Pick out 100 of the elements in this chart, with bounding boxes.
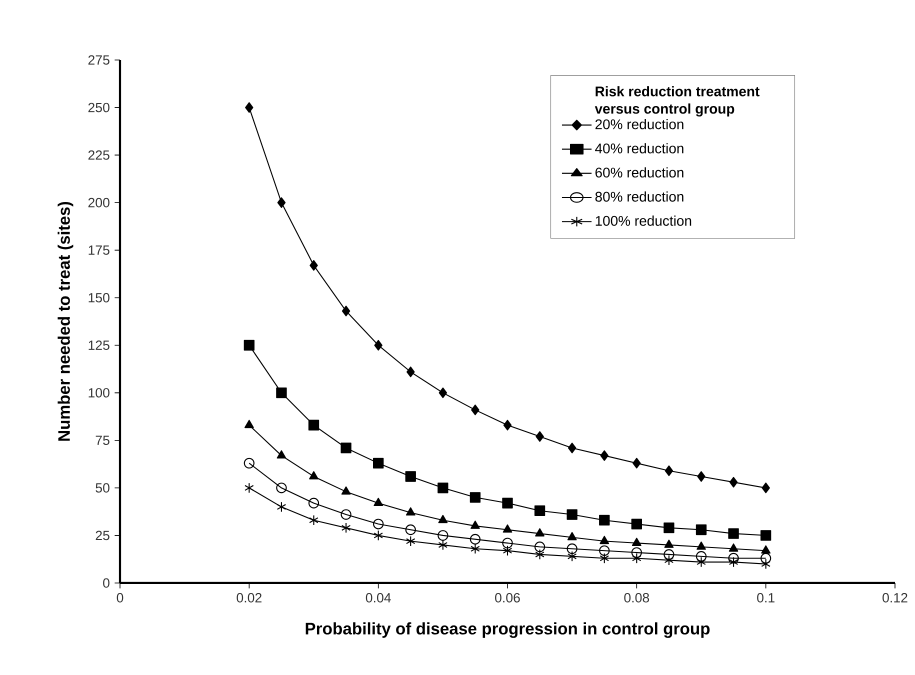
x-tick-label: 0.12 [882,593,908,602]
point [406,507,416,516]
point [276,482,287,494]
y-tick-label: 250 [88,102,110,112]
y-tick-label: 100 [88,388,110,398]
point [535,549,544,560]
point [438,530,448,541]
point [341,522,351,534]
point [536,431,544,442]
point [245,102,254,113]
point [309,471,318,480]
point [470,543,480,554]
point [277,197,286,208]
point [729,476,738,488]
point [342,306,350,316]
x-tick-label: 0.04 [366,593,391,602]
point [340,442,352,454]
point [760,552,772,564]
point [374,530,384,541]
point [340,509,352,520]
point [244,340,255,351]
point [696,551,707,562]
point [438,387,448,398]
point [664,522,674,534]
x-tick-label: 0.1 [757,593,774,602]
point [503,420,512,430]
point [438,540,448,550]
x-axis-title: Probability of disease progression in control group [306,622,710,638]
point [567,551,577,562]
point [566,543,578,554]
point [374,498,384,506]
point [244,420,254,428]
y-tick-label: 25 [96,530,110,540]
point [470,520,480,529]
point [438,482,448,494]
point [631,547,642,558]
point [568,442,576,454]
point [406,366,415,378]
point [697,471,706,482]
point [310,260,318,271]
y-tick-label: 225 [88,150,110,160]
point [438,514,448,524]
point [664,554,674,566]
point [632,552,642,564]
y-tick-label: 275 [88,55,110,65]
point [600,450,609,461]
point [276,387,287,398]
point [471,404,480,416]
point [470,492,481,503]
point [276,450,286,458]
legend-label: 20% reduction [595,118,684,130]
y-tick-label: 75 [96,436,110,445]
point [728,556,738,568]
point [762,482,770,494]
point [599,545,610,556]
point [696,556,706,568]
point [308,420,320,430]
y-tick-label: 150 [88,293,110,302]
point [761,558,771,570]
point [534,505,546,516]
legend-title: Risk reduction treatment versus control group [594,86,760,117]
point [341,486,351,495]
point [599,514,610,526]
point [373,458,384,469]
point [696,524,707,536]
x-tick-label: 0.08 [624,593,650,602]
point [664,540,674,548]
point [470,534,481,545]
point [374,340,382,351]
y-tick-label: 175 [88,246,110,255]
point [535,528,544,536]
point [308,498,320,508]
legend-label: 40% reduction [595,143,684,154]
point [632,458,641,469]
point [728,528,739,539]
point [405,471,416,482]
point [502,545,512,556]
y-tick-label: 0 [103,578,110,588]
x-tick-label: 0 [116,593,124,602]
point [502,524,512,533]
point [728,552,739,564]
point [534,542,546,552]
point [244,482,254,494]
y-tick-label: 125 [88,340,110,350]
point [373,518,384,530]
y-tick-label: 50 [96,483,110,493]
point [760,530,772,541]
y-tick-label: 200 [88,198,110,208]
point [664,465,674,476]
point [600,536,610,544]
point [761,545,771,554]
x-tick-label: 0.02 [236,593,262,602]
point [406,536,416,546]
point [632,538,642,546]
point [566,509,578,520]
point [664,549,674,560]
point [309,514,318,526]
point [600,552,610,564]
point [502,538,513,548]
legend-label: 100% reduction [596,216,692,226]
